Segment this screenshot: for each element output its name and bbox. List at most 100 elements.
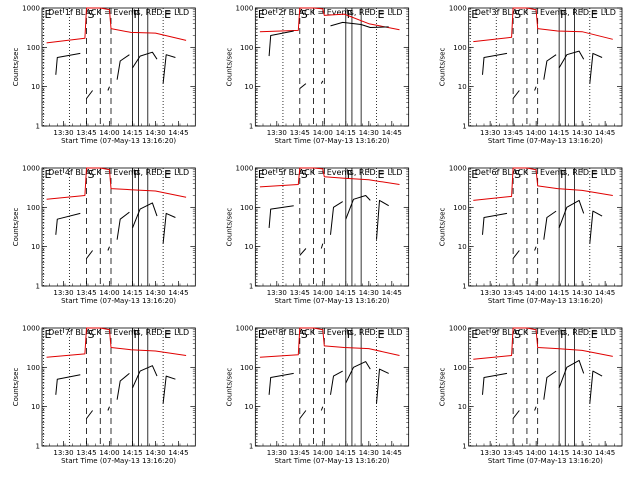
- x-tick-label: 13:45: [503, 289, 523, 297]
- y-tick-label: 10: [244, 83, 253, 91]
- marker-label: E: [377, 168, 384, 181]
- events-series-line: [543, 370, 557, 400]
- x-tick-label: 14:15: [122, 129, 142, 137]
- y-tick-label: 1: [36, 123, 40, 131]
- panel-title: Det 2f BLACK = Events, RED = LLD: [261, 8, 402, 17]
- y-tick-label: 1: [249, 283, 253, 291]
- y-tick-label: 1: [462, 283, 466, 291]
- x-tick-label: 13:45: [76, 289, 96, 297]
- plot-frame: [468, 7, 623, 127]
- x-tick-label: 14:00: [313, 129, 333, 137]
- events-series-line: [162, 212, 176, 244]
- y-tick-label: 10: [244, 243, 253, 251]
- marker-label: S: [301, 168, 308, 181]
- x-tick-label: 14:45: [595, 129, 615, 137]
- x-tick-label: 14:15: [122, 449, 142, 457]
- marker-label: E: [164, 8, 171, 21]
- events-series-line: [107, 246, 110, 251]
- events-series-line: [543, 210, 557, 240]
- x-tick-label: 14:45: [168, 449, 188, 457]
- x-tick-label: 13:45: [76, 449, 96, 457]
- y-tick-label: 1000: [236, 325, 254, 333]
- marker-label: F: [560, 168, 566, 181]
- y-tick-label: 100: [240, 204, 253, 212]
- marker-label: E: [471, 168, 478, 181]
- x-tick-label: 13:30: [53, 289, 73, 297]
- panel-title: Det 1f BLACK = Events, RED = LLD: [48, 8, 189, 17]
- events-series-line: [162, 54, 176, 84]
- x-tick-label: 13:45: [290, 129, 310, 137]
- events-series-line: [558, 359, 585, 389]
- lld-series-line: [259, 327, 400, 358]
- x-tick-label: 13:45: [76, 129, 96, 137]
- x-tick-label: 14:00: [99, 289, 119, 297]
- marker-label: S: [301, 8, 308, 21]
- events-series-line: [543, 54, 557, 80]
- events-series-line: [330, 201, 343, 235]
- events-series-line: [299, 248, 307, 256]
- x-tick-label: 14:45: [382, 289, 402, 297]
- panel-title: Det 7f BLACK = Events, RED = LLD: [48, 328, 189, 337]
- y-tick-label: 1000: [22, 5, 40, 13]
- marker-label: S: [87, 8, 94, 21]
- marker-label: E: [591, 8, 598, 21]
- marker-label: S: [301, 328, 308, 341]
- marker-label: E: [45, 328, 52, 341]
- detector-panel: Det 6f BLACK = Events, RED = LLD 1 10 100 10…: [439, 165, 623, 305]
- marker-label: S: [514, 168, 521, 181]
- events-series-line: [86, 250, 93, 259]
- x-axis-label: Start Time (07-May-13 13:16:20): [488, 457, 603, 465]
- x-tick-label: 13:30: [267, 129, 287, 137]
- events-series-line: [512, 90, 520, 99]
- events-series-line: [116, 54, 130, 80]
- panel-title: Det 5f BLACK = Events, RED = LLD: [261, 168, 402, 177]
- events-series-line: [116, 373, 130, 400]
- marker-label: F: [560, 328, 566, 341]
- x-tick-label: 14:00: [313, 449, 333, 457]
- events-series-line: [107, 406, 110, 411]
- x-tick-label: 14:00: [526, 449, 546, 457]
- y-tick-label: 1000: [449, 165, 467, 173]
- events-series-line: [132, 202, 158, 229]
- x-tick-label: 14:45: [382, 449, 402, 457]
- events-series-line: [268, 30, 294, 57]
- x-tick-label: 14:15: [336, 449, 356, 457]
- marker-label: E: [258, 168, 265, 181]
- events-series-line: [558, 199, 585, 229]
- y-axis-label: Counts/sec: [225, 48, 233, 87]
- events-series-line: [534, 246, 537, 251]
- marker-label: F: [560, 8, 566, 21]
- y-tick-label: 100: [453, 364, 466, 372]
- y-tick-label: 1: [462, 443, 466, 451]
- y-tick-label: 1000: [449, 325, 467, 333]
- x-tick-label: 14:15: [336, 129, 356, 137]
- events-series-line: [558, 50, 585, 69]
- y-axis-label: Counts/sec: [12, 208, 20, 247]
- lld-series-line: [473, 167, 613, 201]
- marker-label: S: [87, 328, 94, 341]
- x-axis-label: Start Time (07-May-13 13:16:20): [488, 297, 603, 305]
- panel-title: Det 4f BLACK = Events, RED = LLD: [48, 168, 189, 177]
- y-axis-label: Counts/sec: [225, 208, 233, 247]
- events-series-line: [55, 52, 81, 75]
- detector-panel: Det 2f BLACK = Events, RED = LLD 1 10 100 10…: [225, 5, 410, 145]
- y-tick-label: 1000: [22, 165, 40, 173]
- events-series-line: [376, 368, 389, 404]
- x-tick-label: 13:45: [290, 449, 310, 457]
- marker-label: F: [133, 328, 139, 341]
- marker-label: S: [514, 328, 521, 341]
- y-tick-label: 100: [27, 44, 40, 52]
- events-series-line: [268, 205, 294, 228]
- events-series-line: [345, 361, 371, 384]
- y-tick-label: 1: [36, 443, 40, 451]
- x-tick-label: 14:00: [99, 449, 119, 457]
- x-tick-label: 13:30: [53, 449, 73, 457]
- x-tick-label: 14:30: [359, 449, 379, 457]
- x-tick-label: 14:15: [336, 289, 356, 297]
- marker-label: E: [164, 328, 171, 341]
- marker-label: E: [471, 328, 478, 341]
- lld-series-line: [46, 167, 187, 200]
- lld-series-line: [46, 7, 187, 44]
- y-tick-label: 100: [240, 44, 253, 52]
- events-series-line: [116, 211, 130, 240]
